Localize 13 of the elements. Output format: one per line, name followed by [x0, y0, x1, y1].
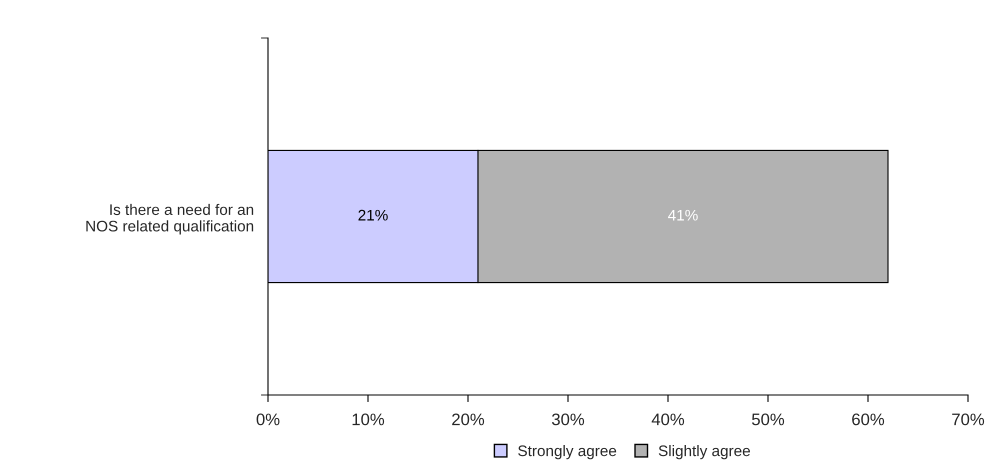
x-tick-label: 40% — [652, 413, 684, 426]
x-tick-label: 0% — [256, 413, 280, 426]
x-tick-label: 10% — [352, 413, 384, 426]
x-tick-label: 50% — [752, 413, 784, 426]
data-label: 21% — [358, 210, 388, 221]
legend-label: Slightly agree — [658, 445, 750, 460]
data-label: 41% — [668, 210, 698, 221]
x-tick-label: 60% — [852, 413, 884, 426]
x-tick-label: 20% — [452, 413, 484, 426]
legend-label: Strongly agree — [518, 445, 616, 460]
x-tick-label: 30% — [552, 413, 584, 426]
x-tick-label: 70% — [952, 413, 984, 426]
y-tick-label: Is there a need for an NOS related qualification — [86, 204, 254, 235]
